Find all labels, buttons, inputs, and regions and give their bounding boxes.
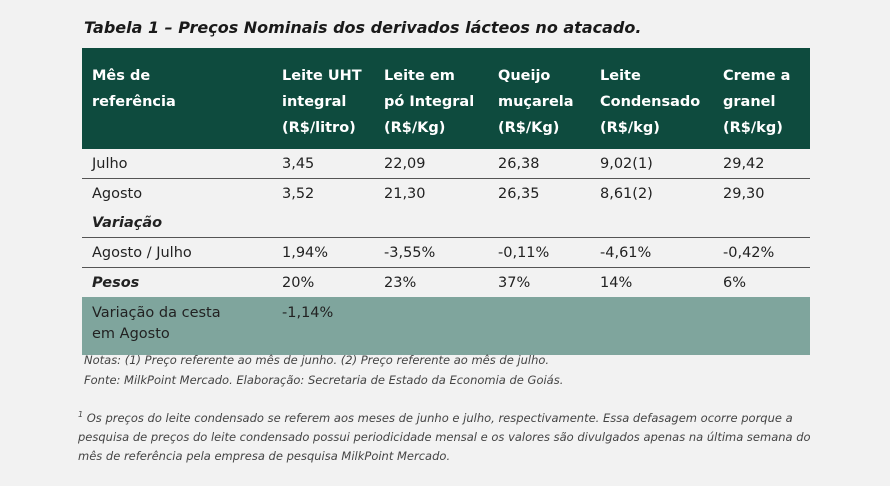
cell: 1,94% [272, 237, 374, 268]
cell: Variação da cesta em Agosto [82, 297, 272, 355]
row: Julho 3,45 22,09 26,38 9,02(1) 29,42 [82, 149, 810, 179]
row: Agosto 3,52 21,30 26,35 8,61(2) 29,30 [82, 179, 810, 209]
cell: -1,14% [272, 297, 810, 355]
cell-text: Variação da cesta em Agosto [92, 305, 221, 342]
header-text: Mês de referência [92, 68, 176, 110]
cell: 20% [282, 274, 315, 291]
row: Variação da cesta em Agosto -1,14% [82, 297, 810, 355]
cell: Agosto / Julho [82, 237, 272, 268]
cell: Agosto [92, 185, 143, 202]
cell: 21,30 [384, 185, 426, 202]
cell: 23% [384, 274, 417, 291]
column-header: Creme a granel (R$/kg) [713, 48, 810, 149]
header-text: Leite UHT integral (R$/litro) [282, 68, 362, 136]
cell: 6% [723, 274, 747, 291]
section-label: Variação [82, 208, 810, 238]
cell: 14% [600, 274, 633, 291]
header-text: Leite Condensado (R$/kg) [600, 68, 701, 136]
cell: -0,11% [488, 237, 590, 268]
column-header: Mês de referência [82, 48, 272, 149]
header-text: Queijo muçarela (R$/Kg) [498, 68, 574, 136]
section-row: Variação [82, 208, 810, 238]
row: Pesos 20% 23% 37% 14% 6% [82, 268, 810, 298]
header-text: Leite em pó Integral (R$/Kg) [384, 68, 475, 136]
cell: 9,02(1) [590, 149, 713, 179]
cell: 29,30 [723, 185, 765, 202]
cell: 29,42 [713, 149, 810, 179]
note: Fonte: MilkPoint Mercado. Elaboração: Se… [84, 373, 564, 387]
price-table: Mês de referência Leite UHT integral (R$… [82, 48, 810, 355]
row: Agosto / Julho 1,94% -3,55% -0,11% -4,61% -0,… [82, 237, 810, 268]
column-header: Leite Condensado (R$/kg) [590, 48, 713, 149]
footnote: 1 Os preços do leite condensado se refer… [78, 405, 818, 466]
column-header: Leite UHT integral (R$/litro) [272, 48, 374, 149]
column-header: Leite em pó Integral (R$/Kg) [374, 48, 488, 149]
cell: 3,45 [272, 149, 374, 179]
table-title: Tabela 1 – Preços Nominais dos derivados… [84, 18, 642, 37]
cell: 26,38 [488, 149, 590, 179]
cell: 8,61(2) [600, 185, 653, 202]
column-header: Queijo muçarela (R$/Kg) [488, 48, 590, 149]
cell: Julho [82, 149, 272, 179]
footnote-mark: 1 [78, 410, 84, 419]
notes: Notas: (1) Preço referente ao mês de jun… [84, 350, 563, 390]
cell: 37% [498, 274, 531, 291]
cell: Pesos [92, 274, 140, 291]
header-row: Mês de referência Leite UHT integral (R$… [82, 48, 810, 149]
cell: -0,42% [713, 237, 810, 268]
cell: 22,09 [374, 149, 488, 179]
footnote-text: Os preços do leite condensado se referem… [78, 410, 811, 463]
cell: 26,35 [498, 185, 540, 202]
cell: -4,61% [590, 237, 713, 268]
note: Notas: (1) Preço referente ao mês de jun… [84, 353, 550, 367]
header-text: Creme a granel (R$/kg) [723, 68, 791, 136]
cell: -3,55% [374, 237, 488, 268]
cell: 3,52 [282, 185, 315, 202]
